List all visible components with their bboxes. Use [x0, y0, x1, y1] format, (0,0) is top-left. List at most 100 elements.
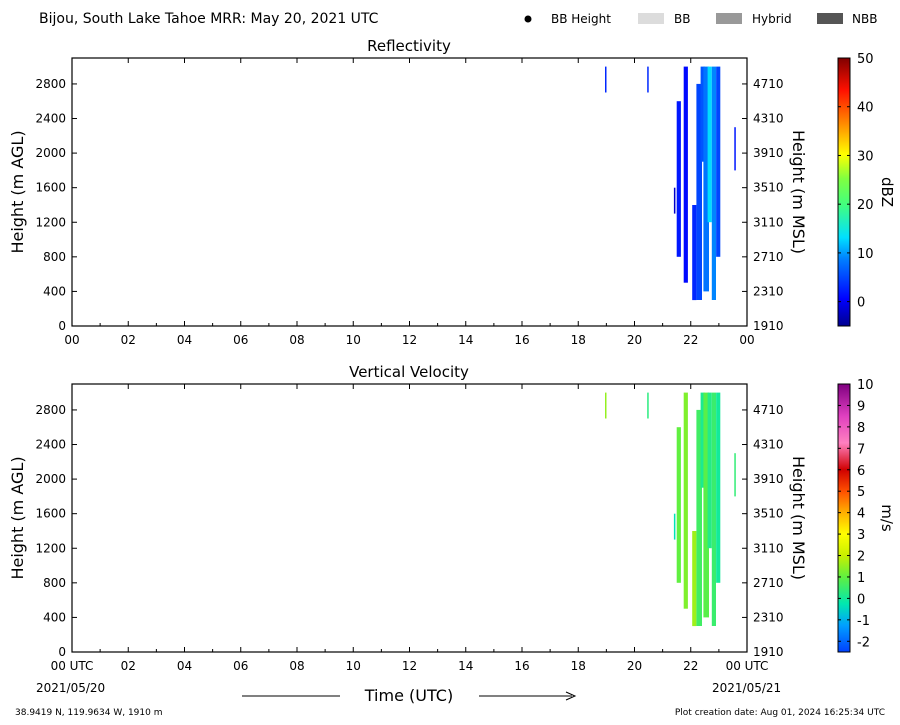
y-tick-label: 1600 — [35, 507, 66, 521]
colorbar-tick-label: 1 — [857, 571, 865, 586]
y-tick-label-right: 4710 — [753, 403, 784, 417]
velocity-colorbar-label: m/s — [878, 504, 896, 532]
echo-cell-6 — [696, 83, 702, 301]
x-tick-label: 00 — [64, 333, 79, 347]
y-tick-label: 2400 — [35, 112, 66, 126]
vertical-velocity-plot-frame — [71, 383, 748, 653]
x-tick-label: 16 — [514, 333, 529, 347]
echo-cell-7 — [700, 66, 705, 162]
x-tick-label: 00 UTC — [51, 659, 94, 673]
y-tick-label-right: 1910 — [753, 645, 784, 659]
x-tick-label: 04 — [177, 333, 192, 347]
y-tick-label-right: 3910 — [753, 472, 784, 486]
y-tick-label: 2800 — [35, 77, 66, 91]
hybrid-legend-swatch — [716, 13, 742, 24]
velocity-colorbar: -2 -1 0 1 2 3 4 5 6 7 8 9 10 m/s — [837, 378, 896, 653]
dbz-colorbar-label: dBZ — [878, 177, 896, 207]
plot-creation-date: Plot creation date: Aug 01, 2024 16:25:3… — [675, 708, 885, 718]
echo-cell-3 — [676, 101, 681, 257]
vertical-velocity-right-axis-label: Height (m MSL) — [789, 456, 808, 580]
echo-cell-1 — [647, 392, 649, 419]
echo-cell-0 — [605, 66, 607, 93]
echo-cell-12 — [734, 453, 736, 497]
echo-cell-11 — [716, 392, 721, 583]
echo-cell-0 — [605, 392, 607, 419]
x-tick-label: 22 — [683, 659, 698, 673]
y-tick-label: 2800 — [35, 403, 66, 417]
time-arrow-head — [565, 691, 577, 701]
colorbar-tick-label: 4 — [857, 507, 865, 522]
colorbar-tick-label: 40 — [857, 101, 874, 116]
x-tick-label: 10 — [346, 333, 361, 347]
bb-legend-swatch — [638, 13, 664, 24]
echo-cell-11 — [716, 66, 721, 257]
y-tick-label-right: 4310 — [753, 112, 784, 126]
x-tick-label: 14 — [458, 659, 473, 673]
y-tick-label-right: 3510 — [753, 181, 784, 195]
vertical-velocity-echoes — [605, 392, 736, 627]
echo-cell-8 — [703, 392, 709, 618]
colorbar-tick-label: 6 — [857, 464, 865, 479]
echo-cell-10 — [711, 66, 716, 300]
dbz-colorbar-ticks: 0 10 20 30 40 50 — [838, 52, 874, 311]
y-tick-label: 400 — [43, 610, 66, 624]
y-tick-label: 0 — [58, 645, 66, 659]
x-tick-label: 06 — [233, 333, 248, 347]
echo-cell-6 — [696, 409, 702, 626]
echo-cell-1 — [647, 66, 649, 93]
x-tick-label: 02 — [121, 659, 136, 673]
vertical-velocity-title: Vertical Velocity — [349, 363, 469, 381]
reflectivity-panel: Reflectivity Height (m AGL) Height (m MS… — [8, 37, 808, 347]
colorbar-tick-label: -2 — [857, 635, 870, 650]
nbb-legend-swatch — [817, 13, 843, 24]
x-tick-label: 02 — [121, 333, 136, 347]
x-tick-label: 18 — [571, 333, 586, 347]
colorbar-tick-label: 5 — [857, 485, 865, 500]
echo-cell-3 — [676, 427, 681, 583]
y-tick-label-right: 3510 — [753, 507, 784, 521]
end-date: 2021/05/21 — [712, 681, 781, 695]
y-tick-label: 2000 — [35, 472, 66, 486]
start-date: 2021/05/20 — [36, 681, 105, 695]
echo-cell-9 — [707, 66, 712, 223]
station-coordinates: 38.9419 N, 119.9634 W, 1910 m — [15, 708, 163, 718]
x-tick-label: 12 — [402, 659, 417, 673]
vertical-velocity-left-axis-label: Height (m AGL) — [8, 456, 27, 579]
bb-height-legend-label: BB Height — [551, 12, 611, 26]
y-tick-label: 2400 — [35, 438, 66, 452]
y-tick-label-right: 2310 — [753, 284, 784, 298]
y-tick-label-right: 1910 — [753, 319, 784, 333]
colorbar-tick-label: 8 — [857, 421, 865, 436]
y-tick-label: 0 — [58, 319, 66, 333]
nbb-legend-label: NBB — [852, 12, 877, 26]
echo-cell-7 — [700, 392, 705, 488]
echo-cell-12 — [734, 127, 736, 171]
figure-title: Bijou, South Lake Tahoe MRR: May 20, 202… — [39, 11, 379, 27]
colorbar-tick-label: 7 — [857, 442, 865, 457]
vertical-velocity-panel: Vertical Velocity Height (m AGL) Height … — [8, 363, 808, 673]
y-tick-label-right: 3110 — [753, 215, 784, 229]
reflectivity-echoes — [605, 66, 736, 301]
y-tick-label: 1600 — [35, 181, 66, 195]
colorbar-tick-label: 50 — [857, 52, 874, 67]
x-tick-label: 04 — [177, 659, 192, 673]
y-tick-label-right: 4310 — [753, 438, 784, 452]
x-tick-label: 08 — [289, 333, 304, 347]
colorbar-tick-label: 0 — [857, 296, 865, 311]
y-tick-label-right: 2710 — [753, 250, 784, 264]
y-tick-label-right: 2710 — [753, 576, 784, 590]
bb-height-legend-marker — [524, 15, 532, 23]
x-tick-label: 00 UTC — [726, 659, 769, 673]
y-tick-label: 800 — [43, 250, 66, 264]
dbz-colorbar: 0 10 20 30 40 50 dBZ — [837, 52, 896, 327]
x-tick-label: 08 — [289, 659, 304, 673]
y-tick-label-right: 2310 — [753, 610, 784, 624]
x-tick-label: 18 — [571, 659, 586, 673]
colorbar-tick-label: 10 — [857, 378, 874, 393]
time-axis-label-group: Time (UTC) — [242, 686, 577, 705]
colorbar-tick-label: -1 — [857, 614, 870, 629]
velocity-colorbar-ticks: -2 -1 0 1 2 3 4 5 6 7 8 9 10 — [838, 378, 874, 650]
